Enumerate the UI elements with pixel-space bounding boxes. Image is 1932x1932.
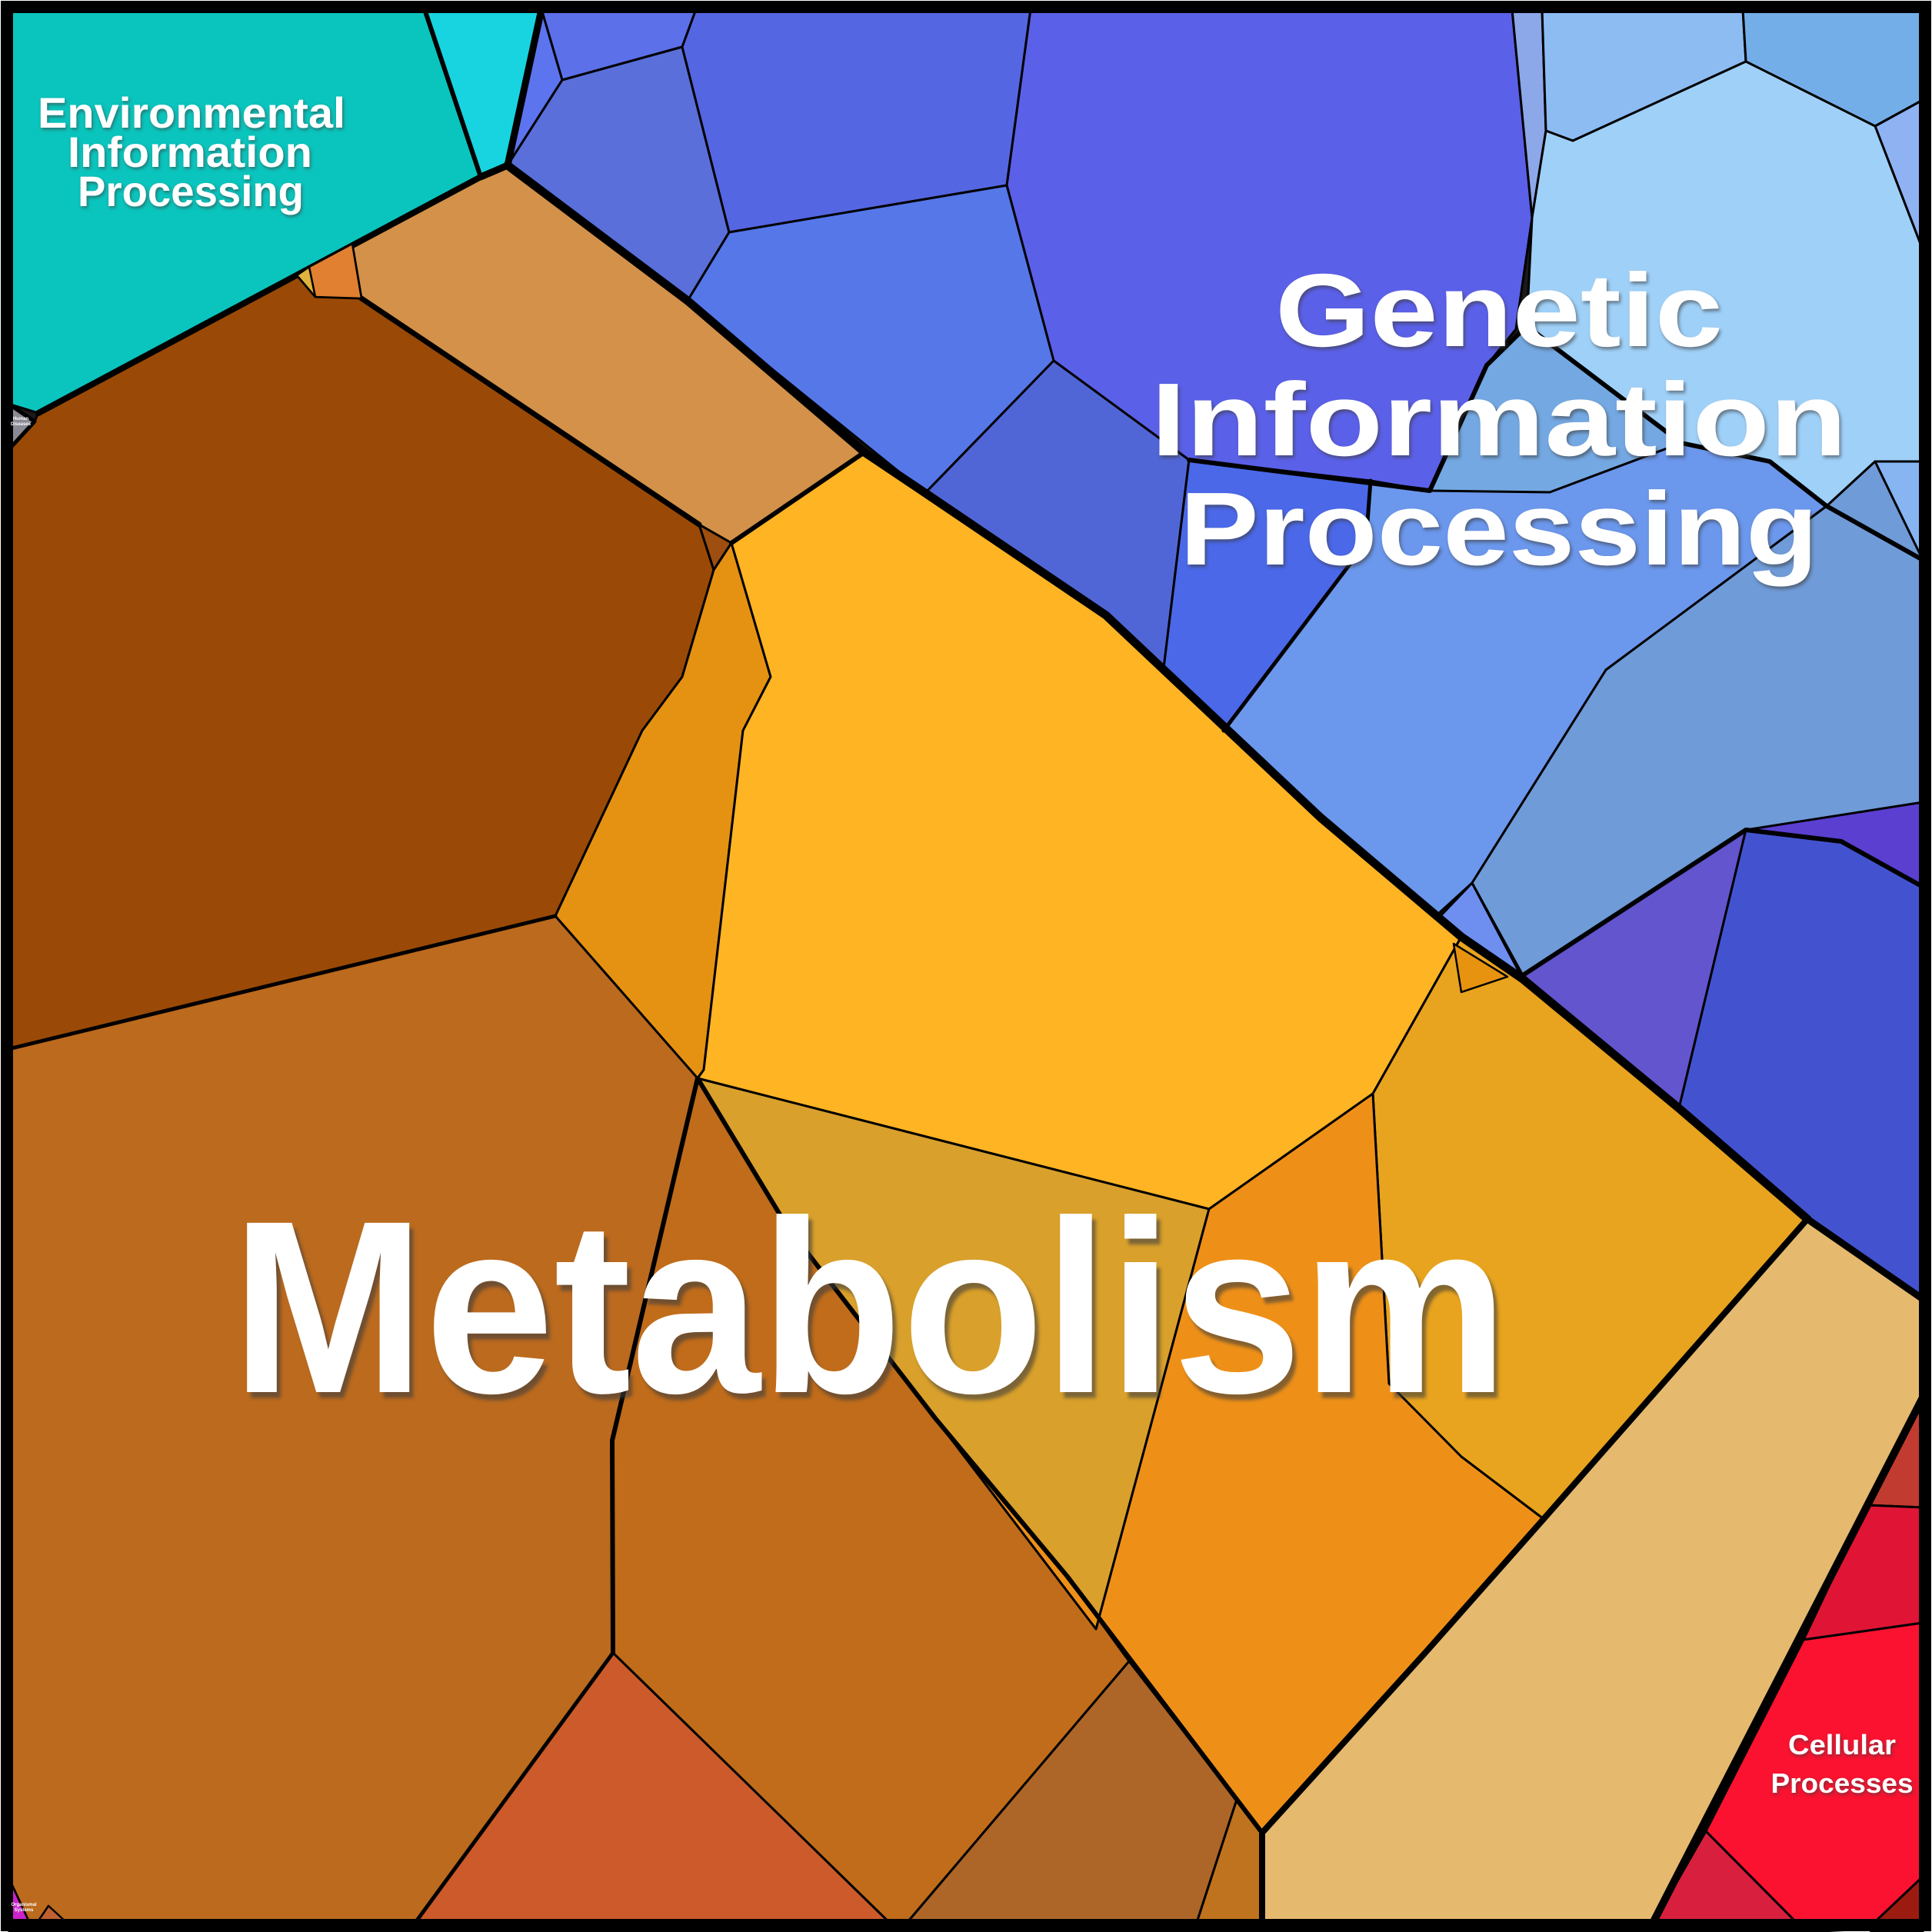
svg-text:Processing: Processing: [1181, 473, 1820, 589]
svg-text:Human: Human: [13, 417, 29, 421]
svg-text:Information: Information: [1153, 364, 1849, 480]
svg-text:Cellular: Cellular: [1788, 1729, 1896, 1760]
svg-text:Processing: Processing: [78, 167, 304, 215]
svg-text:Information: Information: [69, 129, 314, 178]
svg-text:Information: Information: [68, 128, 312, 176]
svg-text:Organismal: Organismal: [11, 1903, 36, 1907]
svg-text:Information: Information: [1151, 361, 1847, 478]
svg-text:Processing: Processing: [79, 168, 305, 217]
svg-text:Environmental: Environmental: [39, 90, 347, 138]
svg-text:Cellular: Cellular: [1790, 1730, 1897, 1762]
svg-text:Genetic: Genetic: [1275, 252, 1723, 368]
svg-text:Metabolism: Metabolism: [232, 1169, 1508, 1444]
svg-text:Processes: Processes: [1772, 1769, 1914, 1800]
svg-text:Processing: Processing: [1180, 471, 1818, 587]
svg-text:Diseases: Diseases: [11, 422, 32, 427]
svg-text:Processes: Processes: [1771, 1767, 1914, 1799]
svg-text:Environmental: Environmental: [38, 88, 345, 137]
svg-text:Metabolism: Metabolism: [235, 1175, 1512, 1451]
svg-text:Genetic: Genetic: [1277, 255, 1724, 371]
svg-text:Systems: Systems: [15, 1908, 34, 1913]
